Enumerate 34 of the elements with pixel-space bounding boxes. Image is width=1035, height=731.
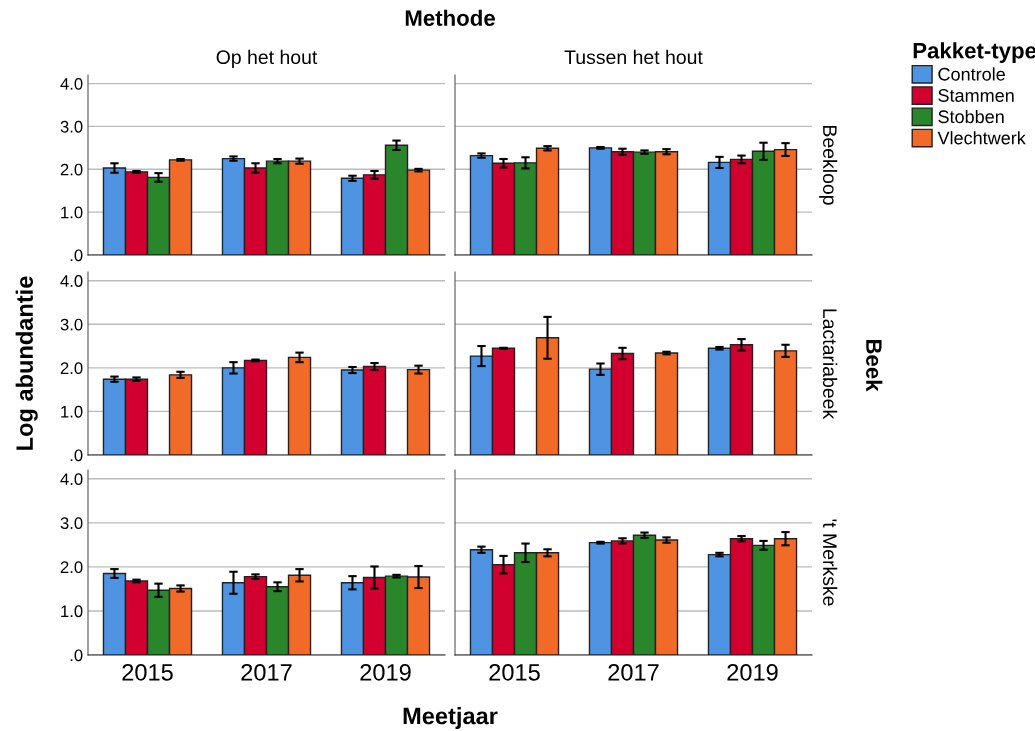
y-tick-label: .0	[70, 449, 83, 462]
legend-label: Stobben	[938, 109, 1004, 124]
chart-title: Tussen het hout	[564, 49, 703, 65]
y2-axis-title: Lactariabeek	[822, 309, 838, 420]
x-tick-label: 2019	[727, 663, 778, 681]
y2-axis-title: 't Merkske	[822, 519, 838, 606]
y-tick-label: 4.0	[60, 77, 83, 90]
y-tick-label: 1.0	[61, 405, 83, 418]
y-tick-label: 3.0	[60, 318, 83, 331]
y-tick-label: 3.0	[60, 517, 83, 530]
y2-axis-title: Beekloop	[819, 126, 838, 205]
chart-title: Op het hout	[216, 49, 318, 68]
x-tick-label: 2017	[241, 663, 292, 681]
legend-label: Vlechtwerk	[937, 131, 1026, 145]
y-tick-label: 2.0	[60, 561, 83, 574]
y-tick-label: 3.0	[60, 120, 83, 133]
legend-label: Stammen	[938, 89, 1014, 102]
text: Methode	[405, 9, 495, 26]
legend-label: Controle	[938, 67, 1005, 81]
x-tick-label: 2019	[360, 663, 411, 681]
y-tick-label: .0	[70, 649, 83, 662]
y-tick-label: 2.0	[60, 163, 83, 176]
y-tick-label: 2.0	[60, 362, 83, 375]
x-tick-label: 2017	[608, 663, 659, 681]
x-tick-label: 2015	[122, 663, 173, 681]
y-tick-label: 4.0	[60, 473, 83, 486]
y-tick-label: .0	[70, 249, 83, 262]
y-tick-label: 1.0	[61, 605, 83, 618]
y-tick-label: 1.0	[61, 206, 83, 219]
text: Beek	[866, 339, 883, 392]
x-axis-title: Meetjaar	[403, 706, 498, 730]
y-axis-title: Log abundantie	[15, 276, 38, 450]
y-tick-label: 4.0	[60, 275, 83, 287]
x-tick-label: 2015	[489, 663, 540, 681]
